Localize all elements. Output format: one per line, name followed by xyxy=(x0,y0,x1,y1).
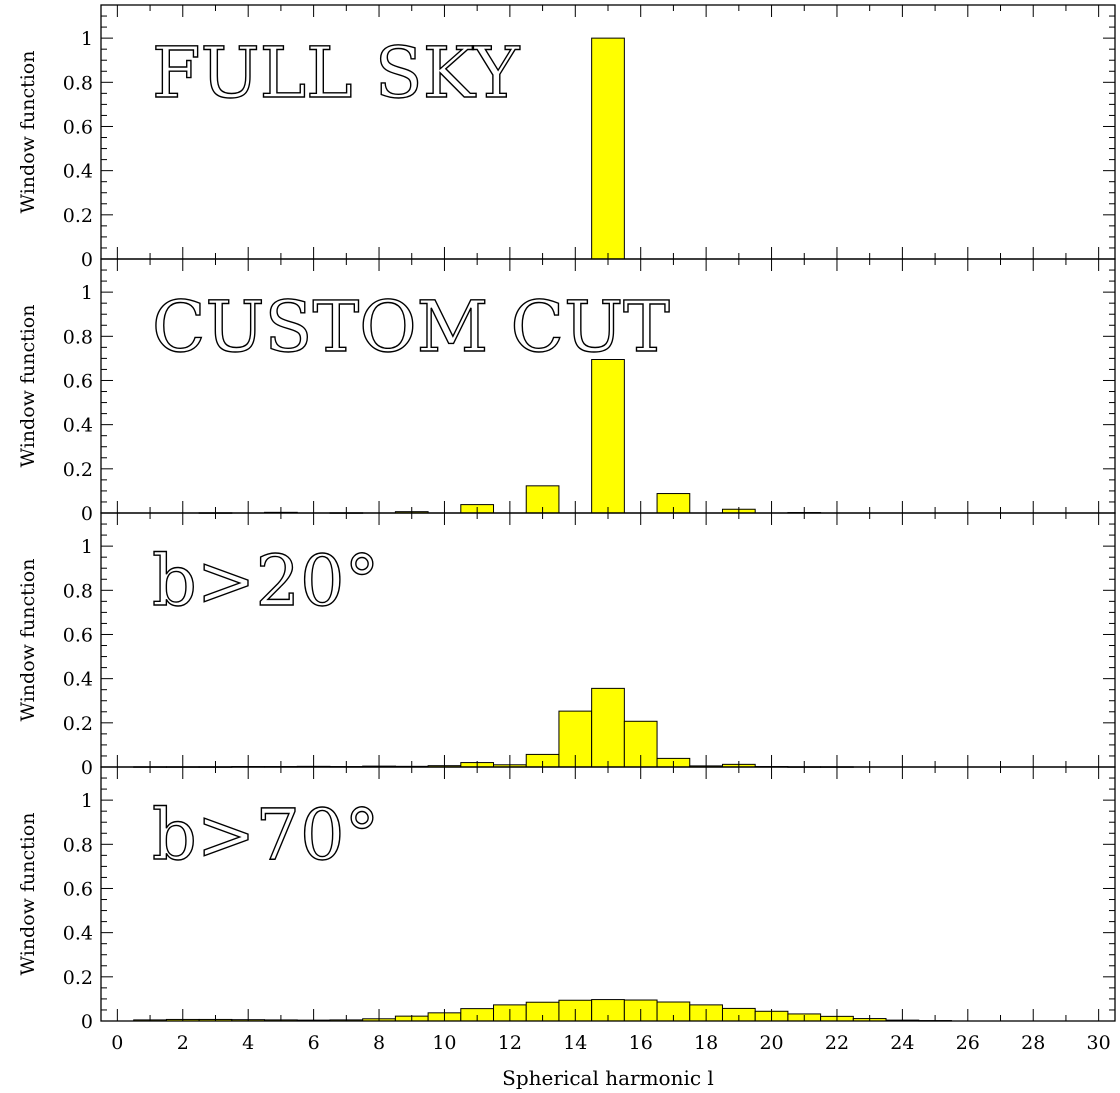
y-tick-label: 0 xyxy=(81,503,93,525)
y-tick-label: 0.8 xyxy=(63,580,93,602)
y-tick-label: 0.4 xyxy=(63,669,93,691)
x-tick-label: 8 xyxy=(373,1032,385,1054)
y-axis-label: Window function xyxy=(17,813,39,976)
y-tick-label: 0.4 xyxy=(63,161,93,183)
y-tick-label: 1 xyxy=(81,28,93,50)
bar-l15 xyxy=(591,359,625,514)
x-tick-label: 12 xyxy=(498,1032,522,1054)
x-tick-label: 26 xyxy=(956,1032,980,1054)
bar-l15 xyxy=(591,37,625,260)
y-tick-label: 0.2 xyxy=(63,459,93,481)
x-tick-label: 2 xyxy=(177,1032,189,1054)
y-tick-label: 0.6 xyxy=(63,624,93,646)
panel-1: 0 0.2 0.4 0.6 0.8 1 Window function FULL SKY xyxy=(17,4,1116,271)
x-tick-label: 24 xyxy=(890,1032,914,1054)
y-tick-label: 1 xyxy=(81,536,93,558)
y-tick-label: 0.4 xyxy=(63,923,93,945)
bar-l15 xyxy=(591,687,625,768)
panel-title: b>20° xyxy=(152,540,380,622)
panel-3: 0 0.2 0.4 0.6 0.8 1 Window function b>20° xyxy=(17,512,1116,779)
x-tick-label: 20 xyxy=(759,1032,783,1054)
x-tick-label: 6 xyxy=(308,1032,320,1054)
y-tick-label: 1 xyxy=(81,790,93,812)
x-tick-label: 16 xyxy=(629,1032,653,1054)
panel-title: FULL SKY xyxy=(152,32,520,114)
x-tick-label: 14 xyxy=(563,1032,587,1054)
y-tick-label: 0.6 xyxy=(63,878,93,900)
y-tick-label: 0.2 xyxy=(63,967,93,989)
y-axis-label: Window function xyxy=(17,305,39,468)
y-axis-label: Window function xyxy=(17,51,39,214)
y-tick-label: 0 xyxy=(81,757,93,779)
y-tick-label: 0.2 xyxy=(63,205,93,227)
y-tick-label: 0.8 xyxy=(63,834,93,856)
x-tick-label: 0 xyxy=(111,1032,123,1054)
x-tick-label: 28 xyxy=(1021,1032,1045,1054)
panel-title: b>70° xyxy=(152,794,380,876)
y-tick-label: 0.6 xyxy=(63,370,93,392)
y-tick-label: 0 xyxy=(81,1011,93,1033)
panel-4: 0 0.2 0.4 0.6 0.8 1 Window function b>70° xyxy=(17,766,1116,1033)
y-tick-label: 0.6 xyxy=(63,116,93,138)
x-tick-label: 4 xyxy=(242,1032,254,1054)
x-tick-label: 30 xyxy=(1087,1032,1111,1054)
x-tick-label: 18 xyxy=(694,1032,718,1054)
y-tick-label: 0.8 xyxy=(63,326,93,348)
panel-title: CUSTOM CUT xyxy=(152,286,670,368)
y-axis-label: Window function xyxy=(17,559,39,722)
panel-2: 0 0.2 0.4 0.6 0.8 1 Window function CUSTOM CUT xyxy=(17,258,1116,525)
x-tick-label: 22 xyxy=(825,1032,849,1054)
y-tick-label: 0 xyxy=(81,249,93,271)
y-tick-label: 0.4 xyxy=(63,415,93,437)
y-tick-label: 0.2 xyxy=(63,713,93,735)
y-tick-label: 1 xyxy=(81,282,93,304)
y-tick-label: 0.8 xyxy=(63,72,93,94)
x-axis-label: Spherical harmonic l xyxy=(502,1066,714,1090)
x-tick-label: 10 xyxy=(432,1032,456,1054)
